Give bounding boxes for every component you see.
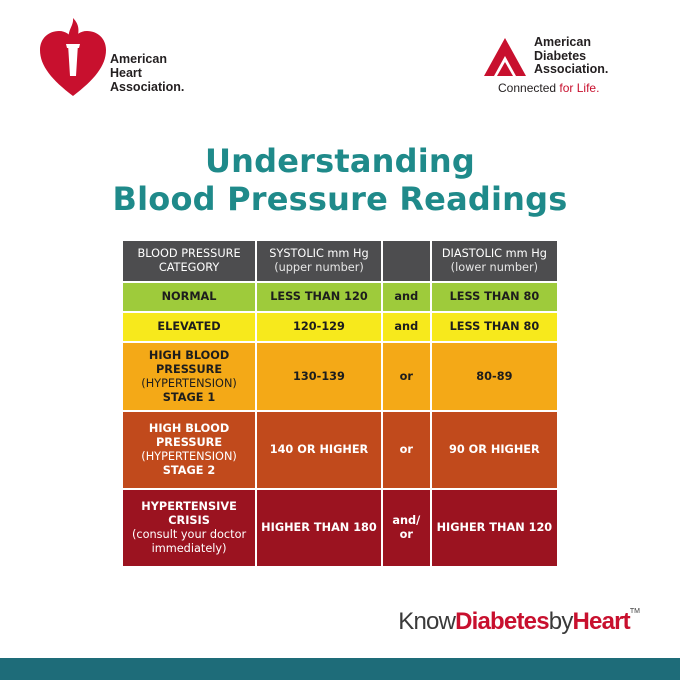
diastolic-cell: LESS THAN 80 xyxy=(429,281,560,313)
category-cell: NORMAL xyxy=(120,281,258,313)
diastolic-cell: HIGHER THAN 120 xyxy=(429,488,560,568)
table-header-row: BLOOD PRESSURE CATEGORY SYSTOLIC mm Hg (… xyxy=(120,239,560,283)
systolic-cell: 130-139 xyxy=(255,341,383,412)
ada-logo: American Diabetes Association. Connected… xyxy=(482,35,642,106)
category-cell: HYPERTENSIVE CRISIS (consult your doctor… xyxy=(120,488,258,568)
header-category: BLOOD PRESSURE CATEGORY xyxy=(120,239,258,283)
table-row-stage-2: HIGH BLOOD PRESSURE (HYPERTENSION) STAGE… xyxy=(120,410,560,490)
table-row-normal: NORMAL LESS THAN 120 and LESS THAN 80 xyxy=(120,281,560,313)
systolic-cell: HIGHER THAN 180 xyxy=(255,488,383,568)
ada-tagline: Connected for Life. xyxy=(498,81,600,95)
category-cell: HIGH BLOOD PRESSURE (HYPERTENSION) STAGE… xyxy=(120,410,258,490)
heart-torch-icon xyxy=(40,18,106,96)
join-cell: or xyxy=(380,410,432,490)
diastolic-cell: LESS THAN 80 xyxy=(429,311,560,343)
blood-pressure-table: BLOOD PRESSURE CATEGORY SYSTOLIC mm Hg (… xyxy=(120,239,560,568)
ada-wordmark: American Diabetes Association. xyxy=(534,35,609,76)
aha-logo: American Heart Association. xyxy=(38,14,198,104)
table-row-elevated: ELEVATED 120-129 and LESS THAN 80 xyxy=(120,311,560,343)
title-line-2: Blood Pressure Readings xyxy=(112,180,568,218)
table-row-stage-1: HIGH BLOOD PRESSURE (HYPERTENSION) STAGE… xyxy=(120,341,560,412)
systolic-cell: 120-129 xyxy=(255,311,383,343)
aha-wordmark: American Heart Association. xyxy=(110,52,185,94)
table-row-crisis: HYPERTENSIVE CRISIS (consult your doctor… xyxy=(120,488,560,568)
join-cell: and xyxy=(380,311,432,343)
systolic-cell: 140 OR HIGHER xyxy=(255,410,383,490)
diastolic-cell: 80-89 xyxy=(429,341,560,412)
diastolic-cell: 90 OR HIGHER xyxy=(429,410,560,490)
systolic-cell: LESS THAN 120 xyxy=(255,281,383,313)
join-cell: and xyxy=(380,281,432,313)
triangle-icon xyxy=(484,38,526,76)
know-diabetes-by-heart-logo: KnowDiabetesbyHeartTM xyxy=(398,608,640,635)
header-diastolic: DIASTOLIC mm Hg (lower number) xyxy=(429,239,560,283)
header-join xyxy=(380,239,432,283)
title-line-1: Understanding xyxy=(204,142,476,180)
category-cell: ELEVATED xyxy=(120,311,258,343)
category-cell: HIGH BLOOD PRESSURE (HYPERTENSION) STAGE… xyxy=(120,341,258,412)
header-systolic: SYSTOLIC mm Hg (upper number) xyxy=(255,239,383,283)
bottom-bar xyxy=(0,658,680,680)
join-cell: and/ or xyxy=(380,488,432,568)
join-cell: or xyxy=(380,341,432,412)
page-title: Understanding Blood Pressure Readings xyxy=(0,142,680,218)
